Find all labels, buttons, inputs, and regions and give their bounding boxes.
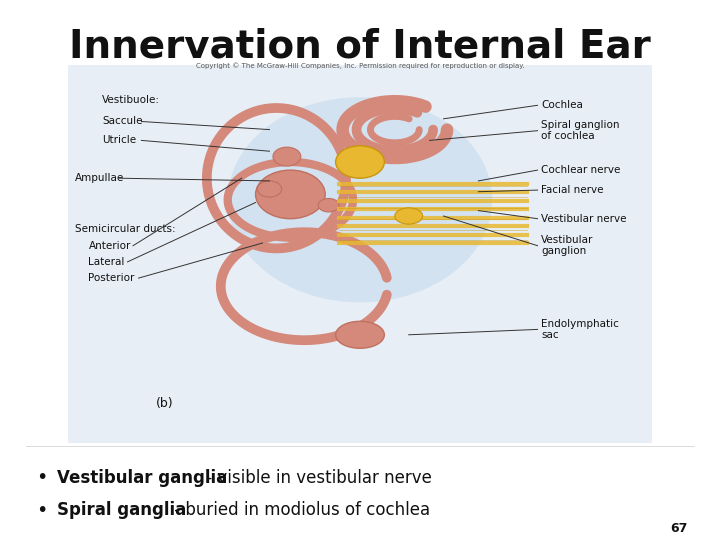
Text: Utricle: Utricle [102,136,137,145]
Text: Lateral: Lateral [89,257,125,267]
Ellipse shape [257,181,282,197]
Text: Facial nerve: Facial nerve [541,185,603,195]
Ellipse shape [228,97,492,302]
Ellipse shape [336,146,384,178]
FancyBboxPatch shape [68,65,652,443]
Text: Saccule: Saccule [102,117,143,126]
Text: Anterior: Anterior [89,241,131,251]
Text: Endolymphatic
sac: Endolymphatic sac [541,319,619,340]
Text: 67: 67 [670,522,687,535]
Text: Vestibular nerve: Vestibular nerve [541,214,626,224]
Text: Vestibuole:: Vestibuole: [102,95,161,105]
Ellipse shape [273,147,301,166]
Text: Copyright © The McGraw-Hill Companies, Inc. Permission required for reproduction: Copyright © The McGraw-Hill Companies, I… [196,62,524,69]
Text: Innervation of Internal Ear: Innervation of Internal Ear [69,27,651,65]
Text: - visible in vestibular nerve: - visible in vestibular nerve [202,469,432,487]
Text: Vestibular ganglia: Vestibular ganglia [57,469,228,487]
Text: (b): (b) [156,397,174,410]
Text: •: • [36,501,48,520]
Text: Semicircular ducts:: Semicircular ducts: [75,225,175,234]
Ellipse shape [318,198,339,212]
Ellipse shape [395,208,423,224]
Text: Ampullae: Ampullae [75,173,124,183]
Text: Vestibular
ganglion: Vestibular ganglion [541,235,593,256]
Text: - buried in modiolus of cochlea: - buried in modiolus of cochlea [169,501,431,519]
Text: Posterior: Posterior [89,273,135,283]
Text: Spiral ganglia: Spiral ganglia [57,501,186,519]
Text: •: • [36,468,48,488]
Text: Spiral ganglion
of cochlea: Spiral ganglion of cochlea [541,120,619,141]
Text: Cochlea: Cochlea [541,100,583,110]
Ellipse shape [256,170,325,219]
Ellipse shape [336,321,384,348]
Text: Cochlear nerve: Cochlear nerve [541,165,621,175]
